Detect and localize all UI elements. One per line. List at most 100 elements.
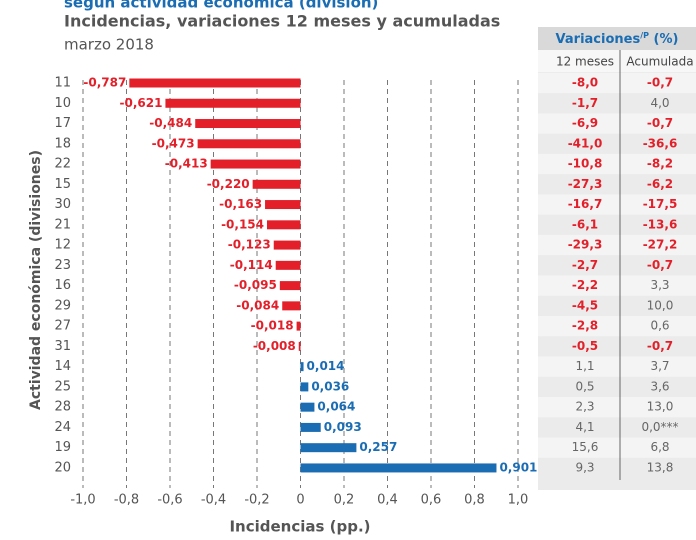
table-cell: -0,7 <box>647 258 673 272</box>
bar <box>275 260 301 270</box>
table-cell: -0,7 <box>647 76 673 90</box>
data-label: -0,114 <box>230 258 273 272</box>
bar <box>300 443 357 453</box>
table-cell: 0,6 <box>650 319 669 333</box>
bar <box>165 98 301 108</box>
x-tick-label: 0,8 <box>464 493 485 508</box>
data-label: -0,621 <box>119 96 162 110</box>
data-label: 0,093 <box>324 420 362 434</box>
bar <box>298 341 301 351</box>
table-cell: -27,3 <box>568 177 603 191</box>
table-cell: 4,1 <box>575 420 594 434</box>
table-title-suffix: (%) <box>649 32 678 47</box>
bar <box>300 402 315 412</box>
table-cell: 3,3 <box>650 278 669 292</box>
table-cell: 0,0*** <box>641 420 678 434</box>
table-row-bg <box>538 275 696 296</box>
table-row-bg <box>538 113 696 134</box>
table-title-sup: /P <box>640 31 649 40</box>
chart-date: marzo 2018 <box>64 36 154 54</box>
x-tick-label: 0,4 <box>377 493 398 508</box>
bar <box>273 240 301 250</box>
table-title: Variaciones/P (%) <box>556 31 679 47</box>
data-label: 0,064 <box>317 400 355 414</box>
table-header-bg <box>538 27 696 50</box>
x-tick-label: 0 <box>296 493 304 508</box>
table-columns-bg <box>538 50 696 72</box>
y-tick-label: 24 <box>54 420 71 435</box>
chart-subtitle: Incidencias, variaciones 12 meses y acum… <box>64 12 500 31</box>
table-cell: -29,3 <box>568 238 603 252</box>
table-cell: 4,0 <box>650 96 669 110</box>
table-cell: -27,2 <box>643 238 678 252</box>
table-row-bg <box>538 153 696 175</box>
data-label: -0,154 <box>221 217 264 231</box>
table-row-bg <box>538 234 696 256</box>
table-cell: 9,3 <box>575 460 594 474</box>
y-tick-label: 31 <box>54 339 71 354</box>
table-cell: -13,6 <box>643 217 678 231</box>
data-label: -0,095 <box>234 278 277 292</box>
data-label: -0,163 <box>219 197 262 211</box>
table-cell: -17,5 <box>643 197 678 211</box>
data-label: -0,123 <box>228 238 271 252</box>
bar <box>300 463 497 473</box>
data-label: -0,413 <box>165 157 208 171</box>
x-tick-label: -0,6 <box>157 493 182 508</box>
table-cell: -2,2 <box>572 278 598 292</box>
bar <box>129 78 301 88</box>
table-cell: 15,6 <box>572 440 599 454</box>
y-tick-label: 16 <box>54 278 71 293</box>
x-tick-label: -1,0 <box>70 493 95 508</box>
bar <box>197 139 301 149</box>
bar <box>300 362 304 372</box>
bar <box>265 200 301 210</box>
table-column-header: 12 meses <box>556 55 614 69</box>
y-tick-label: 27 <box>54 319 71 334</box>
y-tick-label: 21 <box>54 217 71 232</box>
x-tick-label: 0,2 <box>334 493 355 508</box>
table-cell: -36,6 <box>643 136 678 150</box>
table-title-text: Variaciones <box>556 32 641 47</box>
table-cell: -0,5 <box>572 339 598 353</box>
y-tick-label: 28 <box>54 400 71 415</box>
data-label: -0,473 <box>152 136 195 150</box>
table-row-bg <box>538 315 696 337</box>
table-cell: 3,7 <box>650 359 669 373</box>
bar <box>279 281 301 291</box>
y-tick-label: 20 <box>54 460 71 475</box>
table-cell: -6,9 <box>572 116 598 130</box>
data-label: -0,484 <box>149 116 192 130</box>
table-cell: -6,2 <box>647 177 673 191</box>
y-tick-label: 30 <box>54 197 71 212</box>
x-tick-label: -0,4 <box>201 493 226 508</box>
y-tick-label: 22 <box>54 157 71 172</box>
x-axis-label: Incidencias (pp.) <box>229 518 370 536</box>
table-cell: 0,5 <box>575 379 594 393</box>
bar <box>300 382 309 392</box>
table-row-bg <box>538 194 696 215</box>
data-label: -0,018 <box>251 319 294 333</box>
table-cell: -2,8 <box>572 319 598 333</box>
table-cell: -41,0 <box>568 136 603 150</box>
table-cell: -10,8 <box>568 157 603 171</box>
y-tick-label: 18 <box>54 136 71 151</box>
bar <box>282 301 301 311</box>
table-cell: 1,1 <box>575 359 594 373</box>
table-cell: 13,8 <box>647 460 674 474</box>
y-tick-label: 14 <box>54 359 71 374</box>
data-label: -0,787 <box>83 76 126 90</box>
data-label: -0,084 <box>236 298 279 312</box>
y-axis-label: Actividad económica (divisiones) <box>28 150 44 410</box>
data-label: -0,220 <box>207 177 250 191</box>
data-label: 0,257 <box>359 440 397 454</box>
table-row-bg <box>538 356 696 377</box>
table-row-bg <box>538 437 696 458</box>
bar <box>267 220 301 230</box>
y-tick-label: 12 <box>54 238 71 253</box>
table-cell: 3,6 <box>650 379 669 393</box>
table-column-header: Acumulada <box>626 55 693 69</box>
y-tick-label: 19 <box>54 440 71 455</box>
chart-title: según actividad económica (división) <box>64 0 378 12</box>
